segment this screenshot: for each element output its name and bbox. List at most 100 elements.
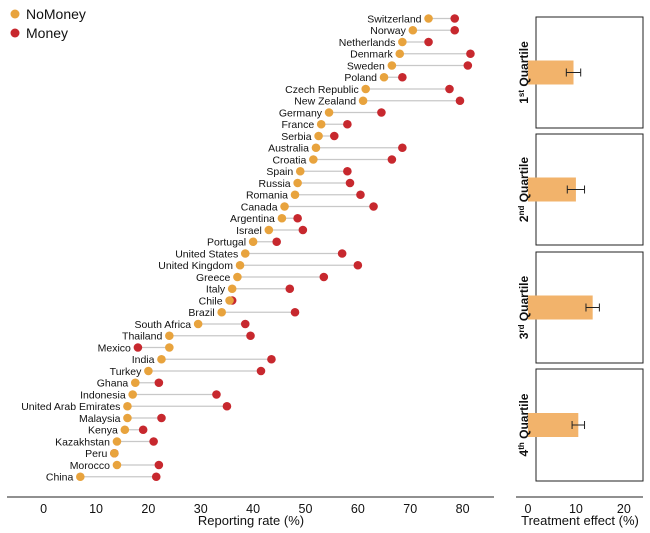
country-label: Canada	[241, 201, 278, 213]
country-label: Mexico	[98, 342, 131, 354]
country-label: United States	[175, 248, 238, 260]
nomoney-point	[123, 413, 132, 423]
country-label: India	[132, 354, 155, 366]
money-point	[151, 472, 161, 482]
x-tick-label: 10	[569, 502, 583, 516]
country-label: Germany	[279, 107, 323, 119]
x-tick-label: 10	[89, 502, 103, 516]
country-label: Kazakhstan	[55, 436, 110, 448]
country-label: Morocco	[70, 460, 110, 472]
nomoney-point	[277, 213, 287, 223]
country-label: Netherlands	[339, 37, 396, 49]
nomoney-point	[157, 354, 166, 364]
nomoney-point	[311, 143, 321, 153]
nomoney-point	[316, 119, 326, 129]
nomoney-point	[408, 25, 418, 35]
money-point	[329, 131, 339, 141]
country-row: Netherlands	[339, 37, 433, 49]
country-row: New Zealand	[294, 96, 465, 108]
money-point	[293, 213, 302, 223]
nomoney-point	[314, 131, 323, 141]
nomoney-point	[398, 37, 407, 47]
nomoney-point	[424, 14, 433, 23]
nomoney-point	[240, 249, 250, 258]
country-row: Italy	[206, 284, 295, 296]
country-row: Switzerland	[367, 13, 460, 25]
country-row: Sweden	[347, 60, 473, 72]
country-row: Portugal	[207, 237, 281, 249]
country-label: Norway	[370, 25, 406, 37]
country-row: Denmark	[350, 49, 475, 61]
x-tick-label: 40	[246, 502, 260, 516]
country-row: United Kingdom	[158, 260, 363, 272]
country-label: Italy	[206, 284, 226, 296]
country-label: New Zealand	[294, 96, 356, 108]
reporting-rate-panel: SwitzerlandNorwayNetherlandsDenmarkSwede…	[7, 13, 494, 528]
money-point	[337, 249, 347, 258]
country-label: Denmark	[350, 49, 393, 61]
country-label: Indonesia	[80, 389, 126, 401]
country-label: Spain	[266, 166, 293, 178]
quartile-panel: 3rd Quartile	[517, 251, 644, 364]
nomoney-point	[165, 343, 174, 352]
nomoney-point	[290, 190, 300, 200]
nomoney-point	[324, 108, 334, 117]
money-point	[463, 61, 473, 70]
country-row: Thailand	[122, 331, 255, 343]
country-row: Brazil	[188, 307, 300, 319]
money-point	[246, 331, 255, 341]
country-row: Croatia	[272, 154, 397, 166]
quartile-panel: 1st Quartile	[517, 16, 644, 129]
country-label: Malaysia	[79, 413, 121, 425]
quartile-label: 1st Quartile	[517, 41, 531, 104]
nomoney-point	[110, 448, 119, 458]
money-point	[272, 237, 281, 247]
money-point	[149, 437, 158, 446]
nomoney-point	[379, 72, 389, 82]
nomoney-point	[227, 284, 237, 294]
country-row: Canada	[241, 201, 378, 213]
country-label: Russia	[259, 178, 291, 190]
country-row: Chile	[199, 295, 237, 307]
country-row: Kazakhstan	[55, 436, 158, 448]
country-row: Czech Republic	[285, 84, 454, 96]
money-point	[343, 119, 352, 129]
nomoney-point	[358, 96, 368, 106]
money-point	[154, 460, 164, 470]
nomoney-point	[144, 366, 153, 376]
nomoney-point	[309, 155, 318, 164]
country-row: Morocco	[70, 460, 164, 472]
country-row: Ghana	[97, 378, 164, 390]
country-label: Israel	[236, 225, 262, 237]
country-label: South Africa	[135, 319, 192, 331]
x-tick-label: 20	[141, 502, 155, 516]
country-label: Australia	[268, 143, 309, 155]
nomoney-point	[248, 237, 258, 247]
x-tick-label: 30	[194, 502, 208, 516]
country-label: Switzerland	[367, 13, 421, 25]
country-row: Australia	[268, 143, 407, 155]
nomoney-point	[225, 296, 234, 305]
country-label: Poland	[344, 72, 377, 84]
country-row: Serbia	[281, 131, 339, 143]
country-label: Sweden	[347, 60, 385, 72]
nomoney-point	[217, 307, 226, 317]
country-label: Croatia	[272, 154, 306, 166]
money-point	[398, 143, 407, 153]
legend: NoMoney Money	[10, 6, 86, 41]
country-label: Argentina	[230, 213, 275, 225]
country-label: Portugal	[207, 237, 246, 249]
country-label: Turkey	[110, 366, 142, 378]
quartile-label: 3rd Quartile	[517, 275, 531, 339]
country-row: France	[282, 119, 352, 131]
quartile-label: 4th Quartile	[517, 393, 531, 456]
legend-money-label: Money	[26, 25, 68, 41]
country-row: Romania	[246, 190, 365, 202]
country-row: Peru	[85, 448, 119, 460]
nomoney-point	[123, 401, 132, 411]
money-point	[345, 178, 355, 188]
country-label: Thailand	[122, 331, 162, 343]
money-point	[356, 190, 365, 200]
money-point	[267, 354, 276, 364]
country-row: Greece	[196, 272, 329, 284]
